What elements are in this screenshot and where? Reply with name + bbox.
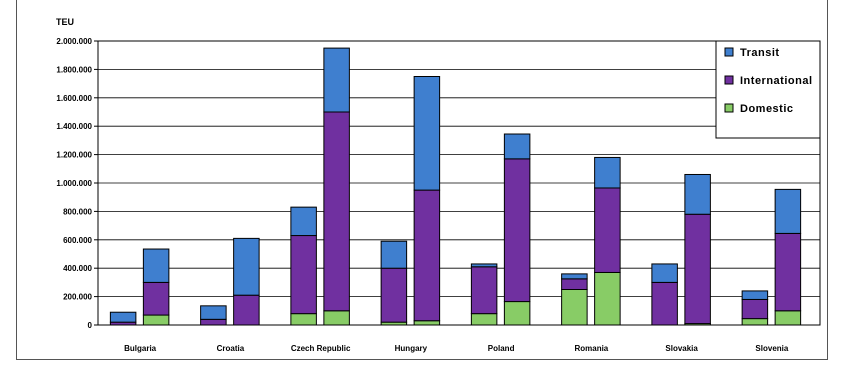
bar-segment-international	[741, 298, 769, 320]
bar-segment-international	[594, 187, 621, 273]
bar-segment-domestic	[774, 310, 802, 326]
bar-segment-transit	[470, 263, 498, 268]
bar-segment-domestic	[323, 310, 350, 326]
bar-segment-transit	[142, 248, 170, 283]
bar-segment-domestic	[290, 313, 317, 326]
bar-segment-transit	[651, 263, 678, 283]
y-tick-label: 1.800.000	[56, 65, 92, 74]
legend-swatch	[724, 103, 734, 113]
legend-swatch	[724, 47, 734, 57]
bar-segment-international	[323, 111, 350, 312]
x-category-label: Slovakia	[665, 344, 698, 353]
bar-segment-transit	[741, 290, 769, 300]
plot-area	[97, 40, 821, 326]
y-tick-label: 200.000	[63, 293, 92, 302]
legend-box	[715, 40, 821, 139]
bar-segment-domestic	[503, 301, 531, 326]
bar-segment-domestic	[741, 318, 769, 326]
legend-label: Domestic	[740, 103, 794, 115]
bar-segment-international	[413, 189, 441, 322]
bar-segment-transit	[594, 156, 621, 189]
bar-segment-transit	[684, 173, 711, 215]
bar-segment-domestic	[561, 289, 588, 326]
bar-segment-international	[142, 281, 170, 316]
legend-label: International	[740, 75, 813, 87]
bar-segment-transit	[200, 305, 227, 320]
y-tick-label: 0	[88, 321, 93, 330]
bar-segment-international	[684, 213, 711, 325]
bar-segment-international	[774, 232, 802, 312]
bar-segment-international	[290, 235, 317, 315]
legend-swatch	[724, 75, 734, 85]
y-tick-label: 1.400.000	[56, 122, 92, 131]
bar-segment-transit	[380, 240, 408, 269]
x-category-label: Czech Republic	[291, 344, 351, 353]
gridlines	[94, 40, 820, 326]
y-tick-label: 1.200.000	[56, 151, 92, 160]
bars	[109, 47, 802, 326]
bar-segment-transit	[503, 133, 531, 160]
bar-segment-international	[233, 294, 260, 326]
x-category-label: Poland	[488, 344, 515, 353]
bar-segment-domestic	[470, 313, 498, 326]
bar-segment-international	[380, 267, 408, 323]
legend-label: Transit	[740, 47, 780, 59]
bar-segment-transit	[233, 237, 260, 296]
bar-segment-transit	[323, 47, 350, 113]
x-category-label: Romania	[574, 344, 608, 353]
bar-segment-domestic	[142, 314, 170, 326]
bar-segment-transit	[774, 188, 802, 234]
y-tick-label: 2.000.000	[56, 37, 92, 46]
legend: Transit International Domestic	[715, 40, 821, 139]
y-tick-label: 600.000	[63, 236, 92, 245]
y-axis-label: TEU	[56, 17, 74, 27]
bar-segment-transit	[109, 311, 137, 323]
y-tick-label: 400.000	[63, 264, 92, 273]
bar-segment-international	[503, 158, 531, 303]
bar-segment-transit	[413, 76, 441, 191]
y-tick-label: 1.600.000	[56, 94, 92, 103]
x-category-label: Croatia	[217, 344, 245, 353]
chart-frame	[16, 0, 828, 360]
bar-segment-international	[470, 266, 498, 315]
x-category-label: Bulgaria	[124, 344, 157, 353]
bar-segment-international	[561, 278, 588, 291]
x-category-label: Slovenia	[755, 344, 788, 353]
bar-segment-international	[200, 318, 227, 326]
bar-segment-transit	[290, 206, 317, 237]
bar-segment-domestic	[413, 320, 441, 326]
y-axis-ticks: 0 200.000 400.000 600.000 800.000 1.000.000 1.…	[56, 37, 92, 330]
x-category-label: Hungary	[395, 344, 428, 353]
y-tick-label: 800.000	[63, 207, 92, 216]
x-axis-categories: Bulgaria Croatia Czech Republic Hungary Pola…	[124, 344, 789, 353]
bar-segment-transit	[561, 273, 588, 280]
bar-segment-domestic	[594, 271, 621, 326]
y-tick-label: 1.000.000	[56, 179, 92, 188]
bar-segment-international	[651, 281, 678, 326]
